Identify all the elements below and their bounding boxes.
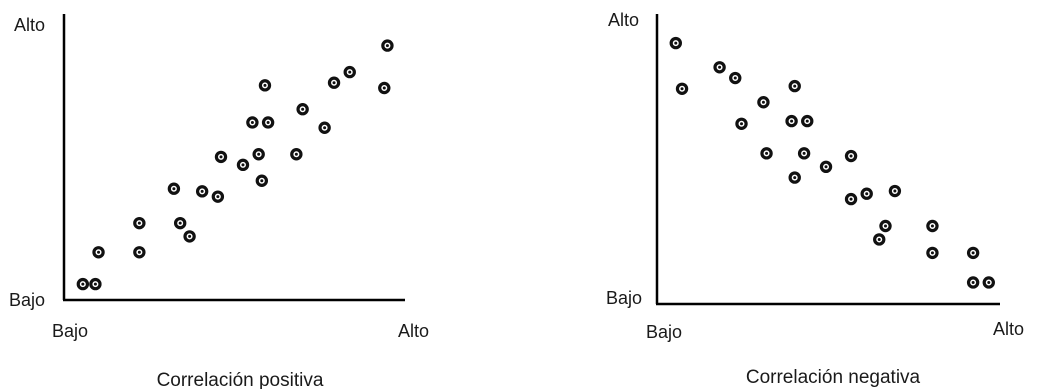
scatter-point-4 [757, 96, 770, 109]
x-high-label: Alto [398, 321, 429, 341]
scatter-point-23 [982, 276, 995, 289]
scatter-point-7 [167, 182, 181, 195]
scatter-point-18 [296, 102, 309, 116]
scatter-point-15 [860, 187, 873, 200]
scatter-point-13 [844, 149, 858, 163]
chart-caption: Correlación positiva [157, 370, 324, 389]
scatter-point-10 [214, 150, 228, 164]
data-points [76, 39, 394, 291]
scatter-point-1 [89, 277, 102, 291]
scatter-point-17 [290, 148, 303, 161]
scatter-point-19 [926, 219, 939, 233]
scatter-point-4 [133, 216, 146, 230]
scatter-point-3 [729, 71, 742, 85]
scatter-point-22 [966, 276, 980, 289]
scatter-point-13 [255, 174, 269, 187]
scatter-point-1 [675, 82, 689, 96]
scatter-point-16 [888, 184, 902, 198]
scatter-point-7 [785, 114, 798, 128]
scatter-point-11 [236, 158, 250, 172]
x-high-label: Alto [993, 319, 1024, 339]
scatter-point-19 [318, 121, 331, 134]
scatter-point-20 [327, 76, 341, 89]
scatter-point-9 [211, 190, 225, 203]
scatter-point-21 [966, 246, 980, 260]
scatter-point-0 [669, 36, 682, 50]
scatter-point-22 [378, 81, 391, 95]
scatter-point-20 [926, 246, 939, 260]
scatter-point-18 [873, 233, 886, 246]
y-high-label: Alto [608, 10, 639, 30]
scatter-point-8 [801, 114, 814, 128]
negative-correlation-chart: Alto Bajo Bajo Alto Correlación negativa [606, 10, 1024, 388]
scatter-point-12 [252, 148, 265, 161]
scatter-point-8 [195, 185, 209, 198]
scatter-point-5 [173, 216, 187, 230]
scatter-point-6 [788, 79, 801, 93]
y-low-label: Bajo [606, 288, 642, 308]
scatter-point-12 [819, 160, 833, 174]
scatter-point-23 [381, 39, 394, 52]
positive-correlation-chart: Alto Bajo Bajo Alto Correlación positiva [9, 14, 429, 389]
scatter-point-14 [844, 192, 858, 206]
chart-caption: Correlación negativa [746, 367, 921, 388]
scatter-point-14 [246, 116, 259, 129]
scatter-point-2 [92, 246, 105, 259]
scatter-point-10 [797, 147, 811, 160]
scatter-point-15 [261, 116, 275, 129]
y-low-label: Bajo [9, 290, 45, 310]
scatter-point-11 [788, 171, 801, 184]
scatter-point-3 [133, 246, 146, 259]
data-points [669, 36, 995, 289]
x-low-label: Bajo [52, 321, 88, 341]
y-high-label: Alto [14, 15, 45, 35]
scatter-point-5 [735, 117, 748, 130]
scatter-point-17 [879, 219, 892, 233]
scatter-point-6 [183, 230, 196, 243]
scatter-point-9 [760, 147, 773, 160]
scatter-point-21 [343, 65, 356, 79]
scatter-point-16 [258, 79, 272, 92]
x-low-label: Bajo [646, 322, 682, 342]
scatter-point-2 [713, 61, 726, 74]
scatter-point-0 [76, 277, 90, 291]
